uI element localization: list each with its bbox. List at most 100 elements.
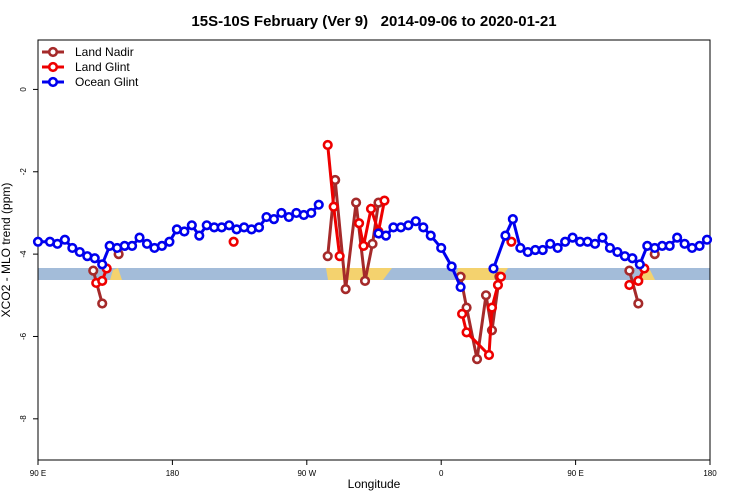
point xyxy=(380,230,392,241)
x-tick-label: 180 xyxy=(703,469,717,478)
point xyxy=(515,242,526,254)
point xyxy=(480,290,492,301)
legend-marker xyxy=(47,61,59,73)
legend-marker xyxy=(47,76,59,88)
point xyxy=(488,263,499,274)
y-tick-label: -8 xyxy=(19,415,28,423)
point xyxy=(701,234,713,245)
point xyxy=(457,308,468,319)
point xyxy=(89,253,100,264)
point xyxy=(495,271,507,282)
point xyxy=(483,349,495,361)
point xyxy=(74,246,85,258)
point xyxy=(694,240,705,251)
point xyxy=(624,279,635,291)
point xyxy=(134,232,145,243)
y-tick-label: -6 xyxy=(19,332,28,340)
point xyxy=(486,302,498,313)
point xyxy=(97,298,108,309)
point xyxy=(589,238,601,249)
point xyxy=(328,201,339,212)
land-patch xyxy=(110,268,122,280)
x-axis-label: Longitude xyxy=(348,477,401,491)
point xyxy=(59,234,70,245)
point xyxy=(156,240,168,251)
point xyxy=(633,298,644,309)
point xyxy=(379,195,390,206)
point xyxy=(186,220,197,231)
point xyxy=(664,240,675,251)
point xyxy=(32,236,44,247)
point xyxy=(358,240,369,251)
point xyxy=(537,244,548,256)
point xyxy=(179,226,190,237)
point xyxy=(446,261,457,272)
point xyxy=(224,220,235,231)
point xyxy=(634,259,645,270)
point xyxy=(624,265,635,276)
point xyxy=(367,238,378,249)
point xyxy=(340,284,351,295)
y-tick-label: -2 xyxy=(19,168,28,176)
land-mask-strip xyxy=(38,268,710,280)
point xyxy=(164,236,175,247)
point xyxy=(597,232,608,243)
point xyxy=(403,220,414,231)
point xyxy=(268,214,280,225)
point xyxy=(353,218,365,229)
point xyxy=(492,279,504,291)
point xyxy=(436,242,447,254)
point xyxy=(471,354,483,365)
point xyxy=(560,236,571,247)
point xyxy=(425,230,436,241)
point xyxy=(67,242,78,254)
point xyxy=(500,230,511,241)
point xyxy=(194,230,205,241)
y-tick-label: 0 xyxy=(19,87,28,92)
legend-label: Land Nadir xyxy=(75,45,134,59)
y-tick-label: -4 xyxy=(19,250,28,258)
point xyxy=(228,236,239,247)
point xyxy=(455,281,466,293)
point xyxy=(97,275,108,286)
plot-frame xyxy=(37,39,711,461)
point xyxy=(418,222,429,233)
point xyxy=(97,259,108,270)
land-patch xyxy=(326,268,392,280)
point xyxy=(126,240,138,251)
point xyxy=(633,275,644,286)
point xyxy=(276,207,287,219)
y-axis-label: XCO2 - MLO trend (ppm) xyxy=(0,183,13,318)
point xyxy=(506,236,517,247)
point xyxy=(545,238,556,249)
x-tick-label: 90 E xyxy=(30,469,46,478)
chart-title: 15S-10S February (Ver 9) 2014-09-06 to 2… xyxy=(191,13,556,30)
point xyxy=(141,238,153,249)
point xyxy=(604,242,616,254)
point xyxy=(88,265,99,276)
point xyxy=(672,232,683,243)
legend-label: Land Glint xyxy=(75,60,130,74)
point xyxy=(612,246,623,258)
point xyxy=(334,251,345,262)
point xyxy=(313,199,324,210)
point xyxy=(350,197,362,208)
legend-marker xyxy=(47,46,59,58)
x-tick-label: 0 xyxy=(439,469,444,478)
point xyxy=(552,242,563,254)
point xyxy=(322,139,333,151)
point xyxy=(283,211,294,223)
point xyxy=(507,214,518,225)
point xyxy=(359,275,371,286)
point xyxy=(365,203,377,214)
point xyxy=(627,253,638,264)
point xyxy=(306,207,317,219)
point xyxy=(322,251,333,262)
point xyxy=(410,216,421,227)
point xyxy=(567,232,578,243)
legend-label: Ocean Glint xyxy=(75,75,139,89)
point xyxy=(679,238,690,249)
x-tick-label: 90 W xyxy=(297,469,316,478)
